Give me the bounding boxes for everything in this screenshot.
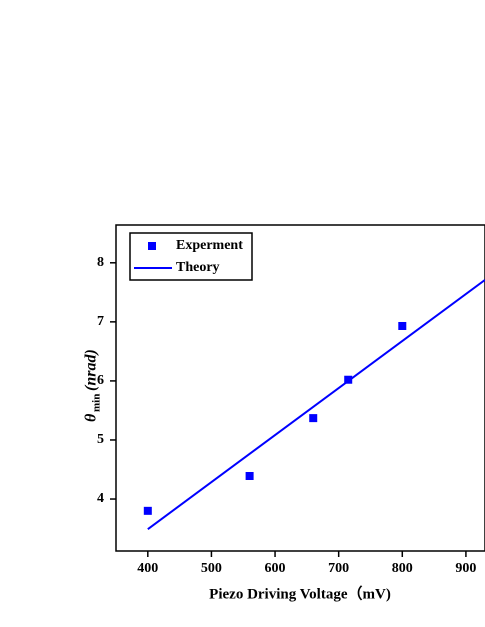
point <box>245 471 254 480</box>
x-tick-label: 700 <box>328 561 349 576</box>
plot-frame <box>115 224 485 552</box>
x-tick-label: 400 <box>137 561 158 576</box>
legend-box <box>129 232 253 281</box>
y-tick-label: 6 <box>97 373 104 388</box>
legend-label: Experment <box>176 238 243 253</box>
y-tick-label: 4 <box>97 491 104 506</box>
y-label-unit: (nrad) <box>83 349 100 391</box>
x-tick-label: 800 <box>392 561 413 576</box>
y-label-subscript: min <box>91 394 103 412</box>
y-axis-label: θ min (nrad) <box>83 349 103 422</box>
point <box>143 506 152 515</box>
y-label-symbol: θ <box>83 413 100 422</box>
x-tick-label: 600 <box>265 561 286 576</box>
legend-label: Theory <box>176 260 220 275</box>
y-tick-label: 7 <box>97 314 104 329</box>
point <box>309 414 318 423</box>
y-tick-label: 5 <box>97 432 104 447</box>
point <box>344 375 353 384</box>
x-tick-label: 900 <box>455 561 476 576</box>
x-axis-label: Piezo Driving Voltage（mV) <box>209 584 391 602</box>
theory-line <box>147 279 485 530</box>
y-tick-label: 8 <box>97 255 104 270</box>
x-tick-label: 500 <box>201 561 222 576</box>
point <box>398 321 407 330</box>
legend-marker <box>148 242 156 250</box>
